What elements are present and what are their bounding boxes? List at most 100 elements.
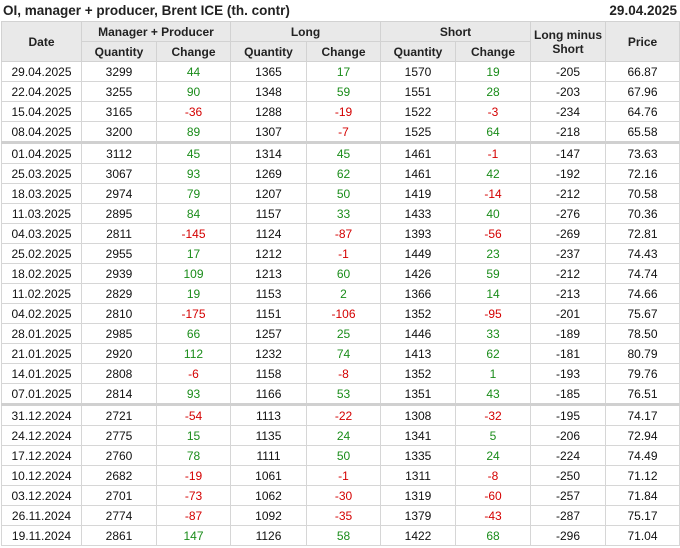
- mp-quantity-cell: 2829: [81, 283, 157, 304]
- mp-quantity-cell: 2811: [81, 223, 157, 244]
- mp-change-cell: 17: [156, 243, 231, 264]
- date-cell: 10.12.2024: [1, 465, 82, 486]
- date-cell: 04.03.2025: [1, 223, 82, 244]
- short-quantity-cell: 1379: [380, 505, 457, 526]
- price-cell: 73.63: [605, 141, 680, 164]
- short-quantity-cell: 1461: [380, 163, 457, 184]
- mp-quantity-cell: 3165: [81, 101, 157, 122]
- oi-table: Date Manager + Producer Long Short Long …: [1, 21, 680, 546]
- mp-quantity-cell: 3299: [81, 61, 157, 82]
- long-minus-short-cell: -296: [530, 525, 607, 546]
- date-cell: 14.01.2025: [1, 363, 82, 384]
- long-quantity-cell: 1212: [230, 243, 307, 264]
- long-minus-short-cell: -237: [530, 243, 607, 264]
- mp-quantity-cell: 2775: [81, 425, 157, 446]
- long-minus-short-cell: -212: [530, 263, 607, 284]
- mp-quantity-cell: 2810: [81, 303, 157, 324]
- mp-change-cell: -6: [156, 363, 231, 384]
- short-quantity-cell: 1413: [380, 343, 457, 364]
- long-quantity-cell: 1207: [230, 183, 307, 204]
- price-cell: 72.81: [605, 223, 680, 244]
- group-header-manager-producer: Manager + Producer: [81, 21, 231, 42]
- long-change-cell: 60: [305, 263, 382, 284]
- group-header-long: Long: [229, 21, 382, 42]
- date-cell: 01.04.2025: [1, 141, 82, 164]
- table-row: 24.12.2024 2775 15 1135 24 1341 5 -206 72.94: [1, 425, 680, 446]
- long-change-cell: -22: [305, 403, 382, 426]
- long-quantity-cell: 1365: [230, 61, 307, 82]
- table-row: 11.02.2025 2829 19 1153 2 1366 14 -213 74.66: [1, 283, 680, 304]
- table-row: 25.02.2025 2955 17 1212 -1 1449 23 -237 74.43: [1, 243, 680, 264]
- mp-quantity-cell: 2985: [81, 323, 157, 344]
- col-header-price: Price: [605, 21, 680, 62]
- long-minus-short-cell: -203: [530, 81, 607, 102]
- mp-change-cell: 44: [156, 61, 231, 82]
- mp-change-cell: 84: [156, 203, 231, 224]
- short-change-cell: -95: [455, 303, 532, 324]
- date-cell: 28.01.2025: [1, 323, 82, 344]
- table-row: 18.03.2025 2974 79 1207 50 1419 -14 -212 70.58: [1, 183, 680, 204]
- mp-change-cell: -73: [156, 485, 231, 506]
- price-cell: 75.67: [605, 303, 680, 324]
- mp-quantity-cell: 2701: [81, 485, 157, 506]
- short-quantity-cell: 1522: [380, 101, 457, 122]
- short-quantity-cell: 1433: [380, 203, 457, 224]
- price-cell: 66.87: [605, 61, 680, 82]
- mp-quantity-cell: 2682: [81, 465, 157, 486]
- short-change-cell: 23: [455, 243, 532, 264]
- short-quantity-cell: 1525: [380, 121, 457, 143]
- table-row: 25.03.2025 3067 93 1269 62 1461 42 -192 72.16: [1, 163, 680, 184]
- short-change-cell: -1: [455, 141, 532, 164]
- long-quantity-cell: 1166: [230, 383, 307, 405]
- mp-change-cell: -19: [156, 465, 231, 486]
- long-change-cell: 24: [305, 425, 382, 446]
- price-cell: 65.58: [605, 121, 680, 143]
- short-change-cell: 62: [455, 343, 532, 364]
- mp-quantity-cell: 3112: [81, 141, 157, 164]
- long-quantity-cell: 1307: [230, 121, 307, 143]
- short-change-cell: 28: [455, 81, 532, 102]
- date-cell: 17.12.2024: [1, 445, 82, 466]
- col-header-short-quantity: Quantity: [380, 41, 457, 62]
- long-quantity-cell: 1348: [230, 81, 307, 102]
- long-minus-short-cell: -218: [530, 121, 607, 143]
- price-cell: 75.17: [605, 505, 680, 526]
- mp-quantity-cell: 2895: [81, 203, 157, 224]
- long-minus-short-cell: -195: [530, 403, 607, 426]
- date-cell: 29.04.2025: [1, 61, 82, 82]
- short-change-cell: 43: [455, 383, 532, 405]
- short-quantity-cell: 1422: [380, 525, 457, 546]
- long-quantity-cell: 1151: [230, 303, 307, 324]
- long-quantity-cell: 1257: [230, 323, 307, 344]
- mp-change-cell: -145: [156, 223, 231, 244]
- long-change-cell: -1: [305, 243, 382, 264]
- col-header-long-quantity: Quantity: [230, 41, 307, 62]
- mp-quantity-cell: 2861: [81, 525, 157, 546]
- mp-change-cell: 45: [156, 141, 231, 164]
- mp-change-cell: 93: [156, 383, 231, 405]
- price-cell: 79.76: [605, 363, 680, 384]
- long-quantity-cell: 1126: [230, 525, 307, 546]
- short-change-cell: -43: [455, 505, 532, 526]
- price-cell: 74.17: [605, 403, 680, 426]
- table-row: 03.12.2024 2701 -73 1062 -30 1319 -60 -257 71.84: [1, 485, 680, 506]
- long-quantity-cell: 1269: [230, 163, 307, 184]
- long-change-cell: 59: [305, 81, 382, 102]
- price-cell: 74.66: [605, 283, 680, 304]
- col-header-long-minus-short: Long minus Short: [530, 21, 607, 62]
- long-quantity-cell: 1092: [230, 505, 307, 526]
- header-row-1: Date Manager + Producer Long Short Long …: [1, 21, 680, 62]
- date-cell: 18.02.2025: [1, 263, 82, 284]
- long-minus-short-cell: -205: [530, 61, 607, 82]
- table-row: 21.01.2025 2920 112 1232 74 1413 62 -181 80.79: [1, 343, 680, 364]
- long-change-cell: 45: [305, 141, 382, 164]
- price-cell: 71.12: [605, 465, 680, 486]
- long-change-cell: 25: [305, 323, 382, 344]
- long-change-cell: 53: [305, 383, 382, 405]
- long-minus-short-cell: -250: [530, 465, 607, 486]
- table-row: 19.11.2024 2861 147 1126 58 1422 68 -296 71.04: [1, 525, 680, 546]
- long-change-cell: 50: [305, 183, 382, 204]
- long-quantity-cell: 1314: [230, 141, 307, 164]
- date-cell: 08.04.2025: [1, 121, 82, 143]
- short-change-cell: -14: [455, 183, 532, 204]
